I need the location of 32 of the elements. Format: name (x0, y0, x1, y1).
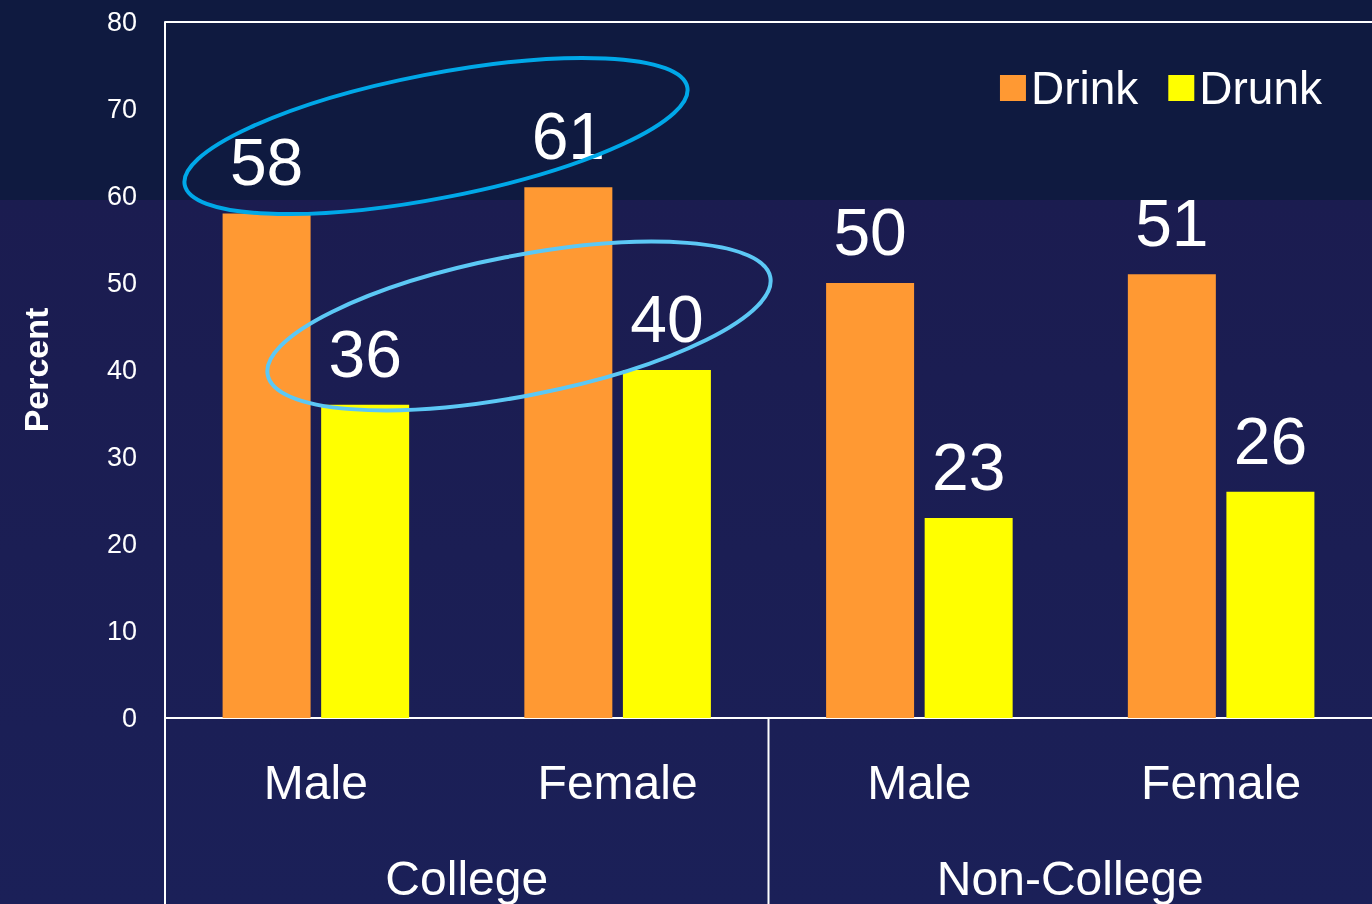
x-tick-label: Male (263, 755, 368, 809)
y-tick-label: 70 (106, 94, 137, 124)
legend-label: Drunk (1199, 62, 1323, 114)
x-tick-label: Female (537, 755, 698, 809)
bar (222, 213, 311, 718)
data-label: 23 (931, 429, 1006, 504)
data-label: 51 (1135, 186, 1209, 261)
y-tick-label: 80 (106, 7, 137, 37)
y-tick-label: 50 (106, 268, 137, 298)
y-tick-label: 20 (106, 529, 137, 559)
data-label: 26 (1233, 403, 1308, 478)
y-tick-label: 0 (121, 703, 137, 733)
data-label: 61 (531, 99, 606, 174)
y-tick-label: 30 (106, 442, 137, 472)
x-tick-label: Female (1141, 755, 1302, 809)
y-tick-label: 10 (106, 616, 137, 646)
data-label: 58 (229, 125, 304, 200)
bar (1127, 274, 1216, 718)
bar (826, 283, 915, 718)
bar (321, 404, 410, 718)
bar (524, 187, 613, 718)
bar (924, 517, 1013, 718)
bar (1226, 491, 1315, 718)
y-tick-label: 60 (106, 181, 137, 211)
y-tick-label: 40 (106, 355, 137, 385)
bar (622, 370, 711, 718)
data-label: 50 (833, 195, 907, 269)
legend-label: Drink (1030, 62, 1140, 114)
data-label: 36 (328, 316, 402, 391)
y-axis-title: Percent (17, 307, 55, 433)
data-label: 40 (630, 282, 704, 356)
x-tick-label: Male (867, 755, 972, 809)
